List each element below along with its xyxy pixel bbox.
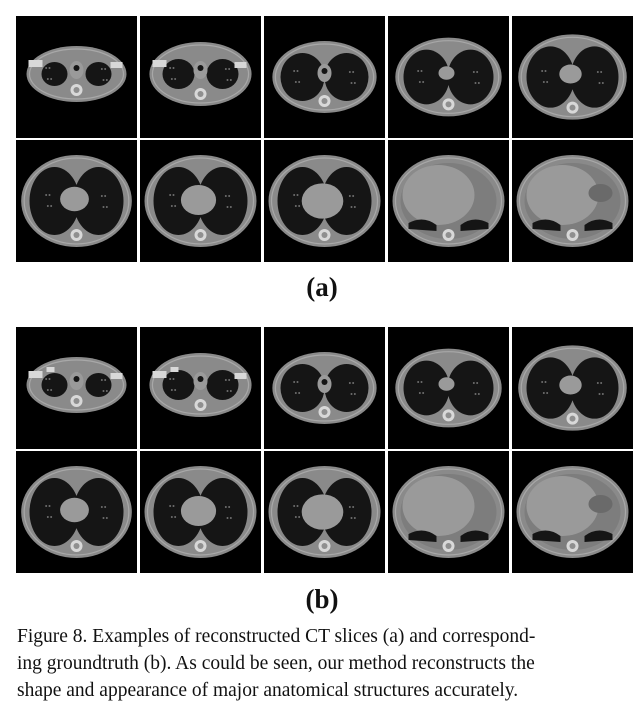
- ct-slice-image: [392, 466, 505, 558]
- ct-slice-a-2: [140, 16, 261, 138]
- ct-slice-a-10: [512, 140, 633, 262]
- ct-slice-image: [144, 466, 257, 558]
- panel-a-grid: [16, 16, 633, 262]
- ct-slice-image: [149, 353, 252, 417]
- caption-line-2: ing groundtruth (b). As could be seen, o…: [17, 653, 535, 674]
- ct-slice-b-1: [16, 327, 137, 449]
- caption-line-1: Figure 8. Examples of reconstructed CT s…: [17, 626, 536, 647]
- ct-slice-image: [272, 352, 377, 424]
- ct-slice-b-6: [16, 451, 137, 573]
- ct-slice-image: [392, 155, 505, 247]
- ct-slice-image: [516, 155, 629, 247]
- ct-slice-b-2: [140, 327, 261, 449]
- ct-slice-image: [272, 41, 377, 113]
- ct-slice-image: [26, 357, 127, 413]
- ct-slice-image: [395, 37, 502, 117]
- ct-slice-b-10: [512, 451, 633, 573]
- ct-slice-b-3: [264, 327, 385, 449]
- ct-slice-image: [268, 155, 381, 247]
- panel-b-grid: [16, 327, 633, 573]
- ct-slice-b-9: [388, 451, 509, 573]
- ct-slice-a-8: [264, 140, 385, 262]
- ct-slice-a-6: [16, 140, 137, 262]
- ct-slice-image: [518, 345, 627, 431]
- ct-slice-b-5: [512, 327, 633, 449]
- ct-slice-image: [268, 466, 381, 558]
- ct-slice-b-7: [140, 451, 261, 573]
- ct-slice-image: [516, 466, 629, 558]
- panel-label-a: (a): [306, 272, 338, 302]
- ct-slice-b-8: [264, 451, 385, 573]
- ct-slice-a-5: [512, 16, 633, 138]
- caption-line-3: shape and appearance of major anatomical…: [17, 680, 519, 701]
- ct-slice-image: [144, 155, 257, 247]
- ct-slice-image: [26, 46, 127, 102]
- panel-label-b: (b): [305, 584, 339, 614]
- ct-slice-a-7: [140, 140, 261, 262]
- ct-slice-a-1: [16, 16, 137, 138]
- ct-slice-b-4: [388, 327, 509, 449]
- ct-slice-a-4: [388, 16, 509, 138]
- ct-slice-image: [395, 348, 502, 428]
- ct-slice-image: [149, 42, 252, 106]
- ct-slice-a-3: [264, 16, 385, 138]
- ct-slice-a-9: [388, 140, 509, 262]
- ct-slice-image: [21, 155, 132, 247]
- ct-slice-image: [21, 466, 132, 558]
- figure-caption: Figure 8. Examples of reconstructed CT s…: [17, 623, 629, 704]
- ct-slice-image: [518, 34, 627, 120]
